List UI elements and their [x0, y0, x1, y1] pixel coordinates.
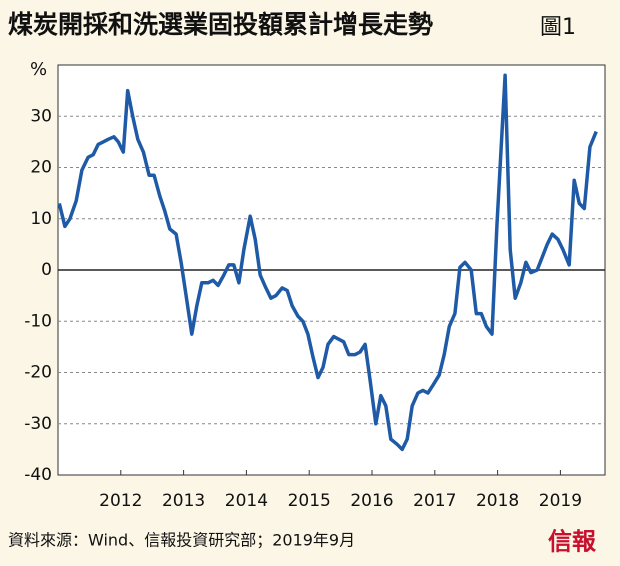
x-tick-label: 2013: [162, 491, 205, 511]
y-tick-label: 20: [30, 158, 52, 178]
x-tick-label: 2016: [350, 491, 393, 511]
x-tick-label: 2015: [288, 491, 331, 511]
x-tick-label: 2014: [225, 491, 268, 511]
x-tick-label: 2012: [99, 491, 142, 511]
chart-title: 煤炭開採和洗選業固投額累計增長走勢: [8, 10, 433, 39]
y-tick-label: 0: [41, 260, 52, 280]
y-tick-label: -10: [24, 311, 52, 331]
y-tick-label: -40: [24, 465, 52, 485]
y-tick-label: -30: [24, 414, 52, 434]
y-tick-label: 30: [30, 106, 52, 126]
logo: 信報: [548, 527, 597, 556]
y-tick-label: 10: [30, 209, 52, 229]
figure-label: 圖1: [540, 15, 576, 40]
y-unit: %: [30, 59, 47, 80]
source-note: 資料來源：Wind、信報投資研究部；2019年9月: [8, 531, 355, 550]
x-tick-label: 2017: [413, 491, 456, 511]
x-tick-label: 2019: [539, 491, 582, 511]
line-series: [57, 73, 598, 452]
x-tick-label: 2018: [476, 491, 519, 511]
y-tick-label: -20: [24, 363, 52, 383]
